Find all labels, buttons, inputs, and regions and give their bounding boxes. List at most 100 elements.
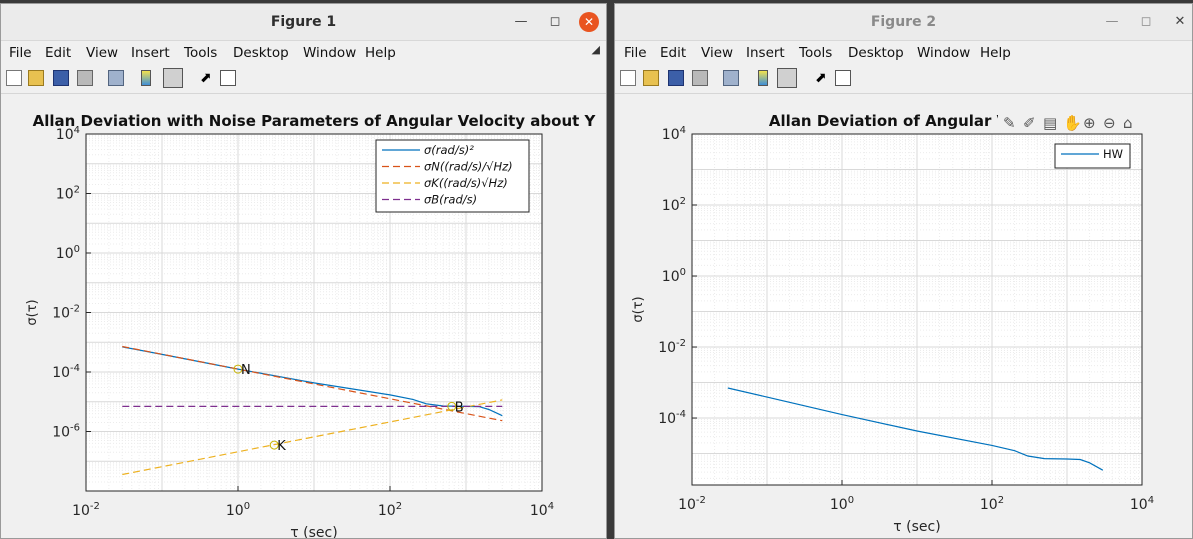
menu-desktop[interactable]: Desktop xyxy=(848,45,904,61)
legend-box xyxy=(1054,143,1131,169)
open-icon[interactable] xyxy=(643,70,659,86)
legend-icon[interactable] xyxy=(163,68,183,88)
plot-area[interactable]: 10-2 100 102 104 10-4 10-2 100 102 104 Allan Devi… xyxy=(615,94,1192,538)
save-icon[interactable] xyxy=(668,70,684,86)
pointer-icon[interactable]: ⬈ xyxy=(200,70,212,86)
y-tick-label: 10-2 xyxy=(658,338,686,356)
window-title: Figure 1 xyxy=(270,14,337,30)
save-icon[interactable] xyxy=(53,70,69,86)
link-icon[interactable] xyxy=(723,70,739,86)
menu-insert[interactable]: Insert xyxy=(746,45,785,61)
menu-file[interactable]: File xyxy=(624,45,647,61)
series-line-2 xyxy=(122,399,503,476)
y-tick-label: 10-4 xyxy=(658,409,686,427)
new-figure-icon[interactable] xyxy=(620,70,636,86)
annotation-marker xyxy=(269,440,279,450)
menu-help[interactable]: Help xyxy=(365,45,396,61)
legend[interactable]: HW xyxy=(1054,143,1131,169)
series-line-0 xyxy=(727,387,1104,471)
print-icon[interactable] xyxy=(692,70,708,86)
menu-tools[interactable]: Tools xyxy=(799,45,833,61)
legend-label: σK((rad/s)√Hz) xyxy=(424,176,508,190)
close-icon[interactable]: ✕ xyxy=(579,12,599,32)
minimize-icon[interactable]: — xyxy=(1105,14,1119,29)
open-icon[interactable] xyxy=(28,70,44,86)
menu-edit[interactable]: Edit xyxy=(660,45,687,61)
pan-icon[interactable]: ✋ xyxy=(1063,114,1082,132)
menu-view[interactable]: View xyxy=(86,45,119,61)
link-icon[interactable] xyxy=(108,70,124,86)
zoom-in-icon[interactable]: ⊕ xyxy=(1083,114,1096,132)
annotation-label: N xyxy=(241,363,251,378)
menu-bar: File Edit View Insert Tools Desktop Wind… xyxy=(615,41,1192,65)
colorbar-icon[interactable] xyxy=(141,70,151,86)
x-tick-label: 10-2 xyxy=(72,501,100,519)
title-bar[interactable]: Figure 2 — ◻ ✕ xyxy=(615,4,1192,41)
x-tick-label: 102 xyxy=(378,501,402,519)
legend-label: σ(rad/s)² xyxy=(424,143,474,157)
y-tick-label: 10-2 xyxy=(52,304,80,322)
y-tick-label: 10-4 xyxy=(52,363,80,381)
menu-overflow-icon[interactable]: ◢ xyxy=(591,43,600,56)
brush-icon[interactable]: ✎ xyxy=(1003,114,1016,132)
maximize-icon[interactable]: ◻ xyxy=(1140,14,1152,29)
y-axis-label: σ(τ) xyxy=(25,299,40,325)
close-icon[interactable]: ✕ xyxy=(1174,14,1186,29)
title-bar[interactable]: Figure 1 — ◻ ✕ xyxy=(1,4,606,41)
zoom-out-icon[interactable]: ⊖ xyxy=(1103,114,1116,132)
data-tip-icon[interactable]: ✐ xyxy=(1023,114,1036,132)
y-tick-label: 100 xyxy=(662,267,686,285)
property-editor-icon[interactable] xyxy=(220,70,236,86)
axes-frame xyxy=(691,133,1143,486)
maximize-icon[interactable]: ◻ xyxy=(549,14,561,29)
axes-toolbar-bg xyxy=(998,111,1154,133)
x-tick-label: 100 xyxy=(830,495,854,513)
menu-tools[interactable]: Tools xyxy=(184,45,218,61)
chart-title: Allan Deviation with Noise Parameters of… xyxy=(33,112,597,130)
x-axis-label: τ (sec) xyxy=(290,525,337,539)
menu-help[interactable]: Help xyxy=(980,45,1011,61)
y-tick-label: 104 xyxy=(662,125,686,143)
new-figure-icon[interactable] xyxy=(6,70,22,86)
menu-view[interactable]: View xyxy=(701,45,734,61)
chart-title: Allan Deviation of Angular Velo xyxy=(769,112,1033,130)
menu-edit[interactable]: Edit xyxy=(45,45,72,61)
print-icon[interactable] xyxy=(77,70,93,86)
menu-bar: File Edit View Insert Tools Desktop Wind… xyxy=(1,41,606,65)
y-tick-label: 10-6 xyxy=(52,423,80,441)
menu-desktop[interactable]: Desktop xyxy=(233,45,289,61)
window-title: Figure 2 xyxy=(870,14,937,30)
annotation-label: K xyxy=(277,439,286,454)
grid xyxy=(85,134,542,492)
ticks: 10-2 100 102 104 10-4 10-2 100 102 104 xyxy=(658,125,1154,513)
annotation-label: B xyxy=(455,400,464,415)
y-axis-label: σ(τ) xyxy=(631,296,646,322)
legend[interactable]: σ(rad/s)² σN((rad/s)/√Hz) σK((rad/s)√Hz) σB… xyxy=(375,139,530,213)
pointer-icon[interactable]: ⬈ xyxy=(815,70,827,86)
export-icon[interactable]: ▤ xyxy=(1043,114,1057,132)
x-tick-label: 100 xyxy=(226,501,250,519)
menu-window[interactable]: Window xyxy=(917,45,971,61)
legend-icon[interactable] xyxy=(777,68,797,88)
colorbar-icon[interactable] xyxy=(758,70,768,86)
plot-area[interactable]: N B K 10-2 100 102 104 10-6 10-4 10-2 100 102 104 All… xyxy=(1,94,606,538)
menu-file[interactable]: File xyxy=(9,45,32,61)
x-axis-label: τ (sec) xyxy=(893,519,940,535)
y-tick-label: 104 xyxy=(56,125,80,143)
property-editor-icon[interactable] xyxy=(835,70,851,86)
x-tick-label: 104 xyxy=(1130,495,1154,513)
x-tick-label: 104 xyxy=(530,501,554,519)
legend-label: σB(rad/s) xyxy=(424,193,477,207)
annotation-marker xyxy=(447,401,457,411)
minimize-icon[interactable]: — xyxy=(514,14,528,29)
allan-deviation-chart-2[interactable]: 10-2 100 102 104 10-4 10-2 100 102 104 Allan Devi… xyxy=(615,94,1193,539)
figure-2-window[interactable]: Figure 2 — ◻ ✕ File Edit View Insert Too… xyxy=(614,3,1193,539)
ticks: 10-2 100 102 104 10-6 10-4 10-2 100 102 104 xyxy=(52,125,554,519)
annotation-marker xyxy=(233,364,243,374)
legend-label: σN((rad/s)/√Hz) xyxy=(424,160,513,174)
home-icon[interactable]: ⌂ xyxy=(1123,114,1133,132)
menu-window[interactable]: Window xyxy=(303,45,357,61)
menu-insert[interactable]: Insert xyxy=(131,45,170,61)
figure-1-window[interactable]: Figure 1 — ◻ ✕ File Edit View Insert Too… xyxy=(0,3,607,539)
